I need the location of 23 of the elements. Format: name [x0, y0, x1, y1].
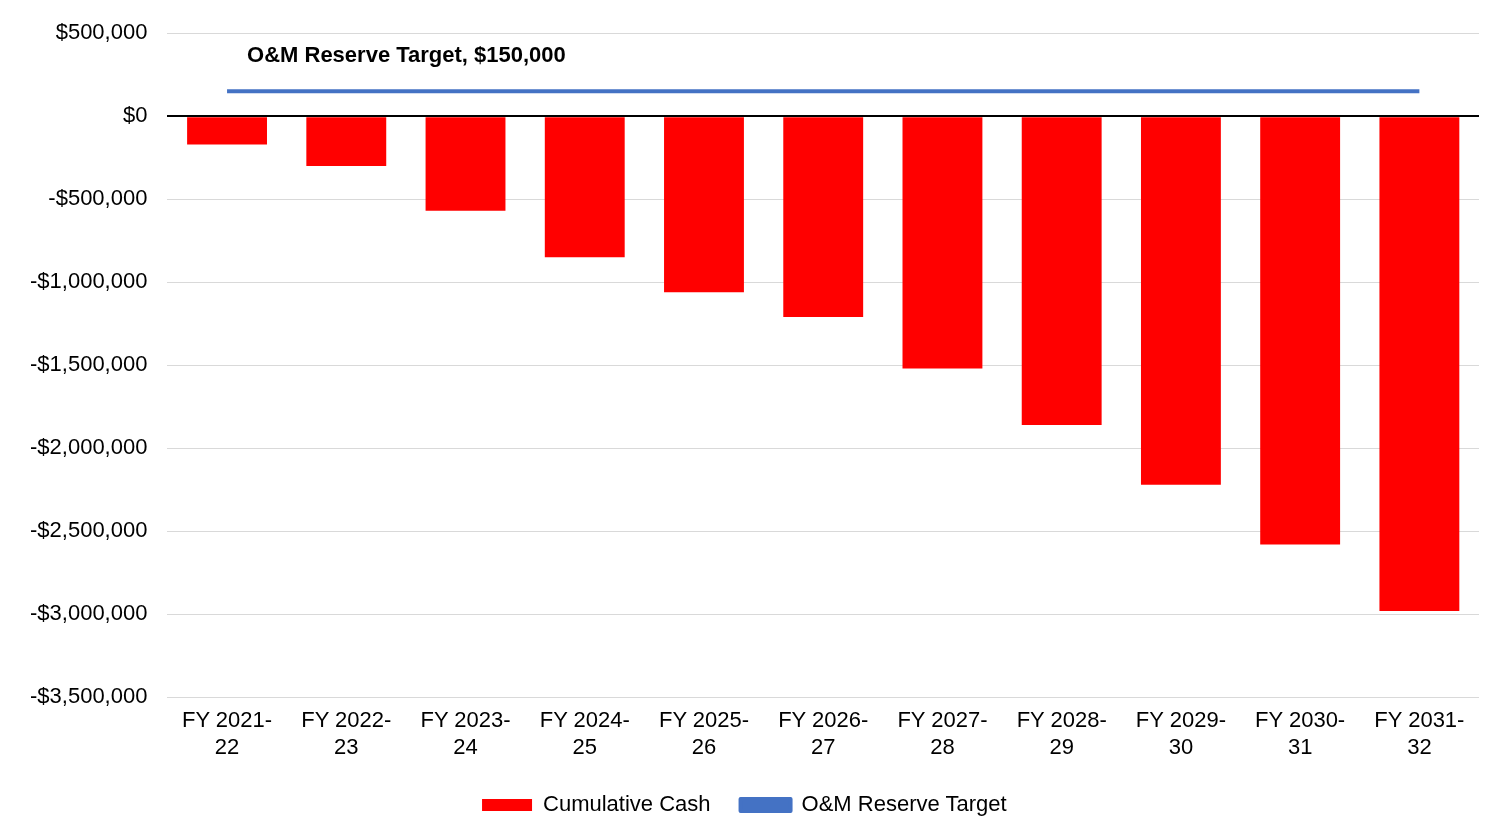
x-tick-label: FY 2023-24 — [420, 707, 511, 759]
y-tick-label: -$2,000,000 — [30, 434, 148, 460]
x-tick-label: FY 2027-28 — [897, 707, 988, 759]
y-tick-label: $500,000 — [55, 19, 148, 45]
x-tick-label: FY 2022-23 — [301, 707, 392, 759]
y-tick-label: -$1,000,000 — [30, 268, 148, 294]
y-tick-label: -$2,500,000 — [30, 517, 148, 543]
x-tick-label: FY 2028-29 — [1016, 707, 1107, 759]
y-tick-label: -$1,500,000 — [30, 351, 148, 377]
x-tick-label: FY 2024-25 — [539, 707, 630, 759]
y-tick-label: -$3,500,000 — [30, 683, 148, 709]
legend-label: Cumulative Cash — [543, 791, 711, 817]
x-tick-label: FY 2031-32 — [1374, 707, 1465, 759]
x-tick-label: FY 2030-31 — [1255, 707, 1346, 759]
legend-label: O&M Reserve Target — [801, 791, 1007, 817]
x-tick-label: FY 2029-30 — [1135, 707, 1226, 759]
y-tick-label: -$3,000,000 — [30, 600, 148, 626]
annotation: O&M Reserve Target, $150,000 — [247, 42, 566, 68]
x-tick-label: FY 2025-26 — [658, 707, 750, 759]
x-tick-label: FY 2026-27 — [778, 707, 869, 759]
x-tick-label: FY 2021-22 — [182, 707, 273, 759]
y-tick-label: -$500,000 — [48, 185, 148, 211]
y-tick-label: $0 — [122, 102, 148, 128]
